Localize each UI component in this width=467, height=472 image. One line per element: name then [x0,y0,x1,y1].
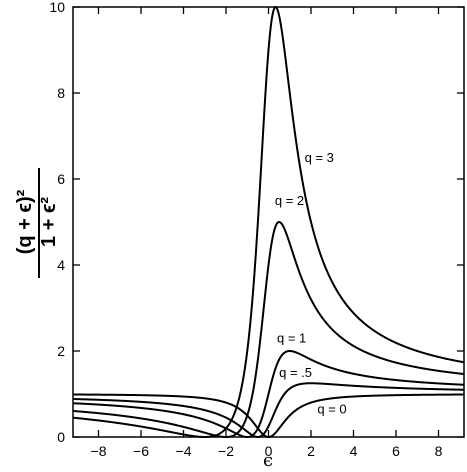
y-axis-label-denominator: 1 + ϵ² [38,197,60,247]
series-labels-group: q = 3 q = 2 q = 1 q = .5 q = 0 [275,150,347,417]
plot-frame [72,6,465,438]
curve-q-3 [72,6,465,438]
series-label-q-1: q = 1 [277,330,306,345]
x-tick-label-2: −2 [218,443,234,459]
x-tick-label-6: −6 [133,443,149,459]
series-label-q-3: q = 3 [305,150,334,165]
x-tick-label-8: −8 [91,443,107,459]
x-tick-label-2: 2 [307,443,315,459]
y-tick-label-10: 10 [49,0,65,15]
series-label-q-0-5: q = .5 [279,365,312,380]
curve-q-2 [72,221,465,438]
y-axis-label-numerator: (q + ϵ)² [14,189,36,254]
y-tick-label-6: 6 [57,171,65,187]
plot-area: −8 −6 −4 −2 0 2 4 6 8 0 2 4 6 8 10 [49,0,465,459]
series-label-q-0: q = 0 [317,401,346,416]
y-tick-label-4: 4 [57,257,65,273]
curve-q-0-5 [72,382,465,438]
y-tick-label-0: 0 [57,429,65,445]
x-tick-label-4: −4 [176,443,192,459]
x-tick-label-0: 0 [265,443,273,459]
x-tick-label-8: 8 [435,443,443,459]
y-tick-label-8: 8 [57,85,65,101]
y-tick-label-2: 2 [57,343,65,359]
x-axis-label: ϵ [263,450,273,471]
ticks-group: −8 −6 −4 −2 0 2 4 6 8 0 2 4 6 8 10 [49,0,464,459]
curve-q-1 [72,350,465,438]
curves-group [72,6,465,438]
x-tick-label-4: 4 [350,443,358,459]
x-tick-label-6: 6 [392,443,400,459]
series-label-q-2: q = 2 [275,193,304,208]
y-axis-label: (q + ϵ)² 1 + ϵ² [14,168,60,278]
